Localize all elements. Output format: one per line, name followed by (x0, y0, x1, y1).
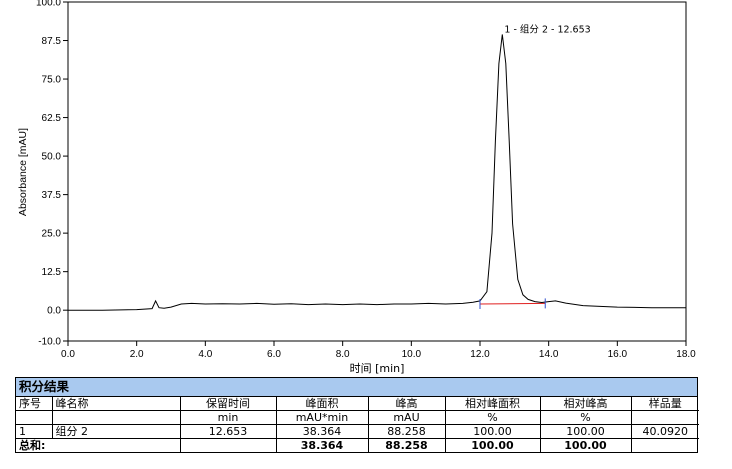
cell-index: 1 (16, 424, 53, 439)
chromatogram-chart: -10.00.012.525.037.550.062.575.087.5100.… (17, 0, 696, 375)
header-rel-area: 相对峰面积 (444, 397, 541, 411)
total-rel-area: 100.00 (444, 438, 541, 452)
unit-amount (630, 410, 699, 425)
y-tick-label: 87.5 (42, 36, 62, 47)
plot-frame (67, 1, 687, 342)
table-row: 1 组分 2 12.653 38.364 88.258 100.00 100.0… (16, 424, 699, 439)
peak-label: 1 - 组分 2 - 12.653 (504, 23, 590, 35)
cell-area: 38.364 (275, 424, 369, 439)
y-tick-label: 100.0 (36, 0, 61, 9)
y-axis: -10.0 0.0 12.5 25.0 37.5 50.0 62.5 75.0 87.5 100.… (36, 0, 68, 348)
x-tick-label: 2.0 (130, 349, 144, 360)
total-height: 88.258 (367, 438, 446, 452)
results-title: 积分结果 (16, 378, 697, 397)
x-tick-label: 14.0 (539, 349, 559, 360)
header-index: 序号 (16, 397, 53, 411)
total-label: 总和: (16, 438, 181, 452)
cell-height: 88.258 (367, 424, 446, 439)
x-tick-label: 18.0 (676, 349, 696, 360)
chromatogram-trace (68, 34, 686, 311)
unit-peak-name (51, 410, 181, 425)
header-area: 峰面积 (275, 397, 369, 411)
x-tick-label: 4.0 (198, 349, 212, 360)
y-tick-label: 75.0 (42, 75, 62, 86)
x-tick-label: 8.0 (336, 349, 350, 360)
x-tick-label: 10.0 (402, 349, 422, 360)
unit-rel-height: % (539, 410, 632, 425)
unit-row: min mAU*min mAU % % (16, 410, 699, 425)
y-tick-label: 62.5 (42, 113, 62, 124)
cell-rel-height: 100.00 (539, 424, 632, 439)
cell-peak-name: 组分 2 (51, 424, 181, 439)
total-area: 38.364 (275, 438, 369, 452)
integration-marks (479, 298, 546, 310)
x-tick-label: 12.0 (470, 349, 490, 360)
header-peak-name: 峰名称 (51, 397, 181, 411)
y-tick-label: 0.0 (47, 306, 61, 317)
integration-baseline (479, 302, 546, 305)
y-tick-label: 12.5 (42, 267, 62, 278)
unit-height: mAU (367, 410, 446, 425)
unit-area: mAU*min (275, 410, 369, 425)
x-axis: 0.0 2.0 4.0 6.0 8.0 10.0 12.0 14.0 16.0 18.0 (61, 341, 696, 360)
total-rel-height: 100.00 (539, 438, 632, 452)
unit-retention-time: min (179, 410, 277, 425)
cell-amount: 40.0920 (630, 424, 699, 439)
total-amount (630, 438, 699, 452)
y-tick-label: 50.0 (42, 152, 62, 163)
header-height: 峰高 (367, 397, 446, 411)
header-retention-time: 保留时间 (179, 397, 277, 411)
header-amount: 样品量 (630, 397, 699, 411)
x-axis-label: 时间 [min] (350, 362, 405, 375)
header-rel-height: 相对峰高 (539, 397, 632, 411)
integration-results-panel: 积分结果 序号 峰名称 保留时间 峰面积 峰高 相对峰面积 相对峰高 样品量 m… (15, 377, 699, 453)
y-axis-label: Absorbance [mAU] (17, 128, 29, 216)
unit-rel-area: % (444, 410, 541, 425)
results-table: 序号 峰名称 保留时间 峰面积 峰高 相对峰面积 相对峰高 样品量 min mA… (16, 397, 699, 452)
y-tick-label: -10.0 (38, 337, 61, 348)
total-row: 总和: 38.364 88.258 100.00 100.00 (16, 438, 699, 452)
cell-rel-area: 100.00 (444, 424, 541, 439)
total-retention-time (179, 438, 277, 452)
x-tick-label: 6.0 (267, 349, 281, 360)
x-tick-label: 0.0 (61, 349, 75, 360)
unit-index (16, 410, 53, 425)
header-row: 序号 峰名称 保留时间 峰面积 峰高 相对峰面积 相对峰高 样品量 (16, 397, 699, 411)
x-tick-label: 16.0 (608, 349, 628, 360)
y-tick-label: 25.0 (42, 229, 62, 240)
y-tick-label: 37.5 (42, 190, 62, 201)
cell-retention-time: 12.653 (179, 424, 277, 439)
